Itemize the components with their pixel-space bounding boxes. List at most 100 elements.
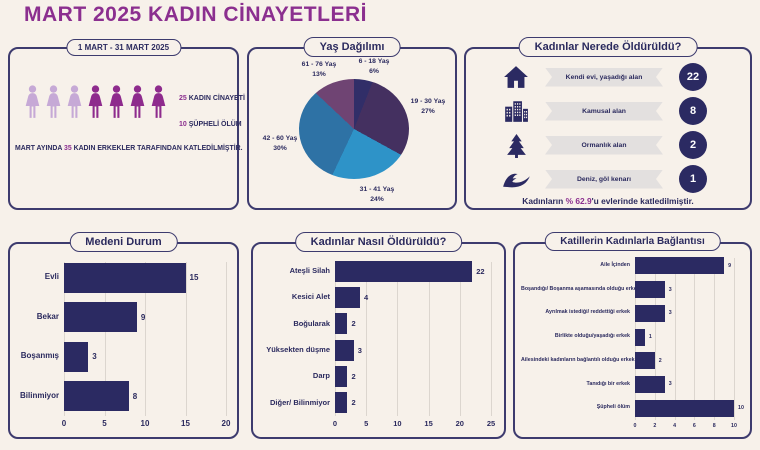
x-axis-tick: 20: [455, 419, 464, 428]
location-footnote-highlight: % 62.9: [565, 196, 592, 206]
category-label: Darp: [312, 371, 330, 381]
x-axis-tick: 2: [653, 423, 657, 429]
pie-label-text: 42 - 60 Yaş: [262, 135, 298, 142]
location-count-badge: 8: [679, 97, 707, 125]
bar: [335, 260, 473, 282]
x-axis: 0 5 10 15 20 25: [332, 418, 495, 430]
category-label: Birlikte olduğu/yaşadığı erkek: [554, 333, 630, 340]
location-panel: Kadınlar Nerede Öldürüldü? Kendi evi, ya…: [464, 37, 752, 210]
wave-icon: [500, 169, 532, 189]
method-panel-title-pill: Kadınlar Nasıl Öldürüldü?: [294, 232, 463, 252]
category-label: Aile İçinden: [600, 261, 630, 268]
bar: [635, 352, 655, 370]
bar-area: 3: [635, 278, 734, 302]
bar-value: 9: [140, 312, 146, 322]
pie-label-61-76: 61 - 76 Yaş 13%: [289, 60, 349, 80]
femicide-stat-label: KADIN CİNAYETİ: [188, 95, 245, 102]
chart-row: Aile İçinden 9: [521, 254, 734, 278]
gridline: [694, 258, 696, 420]
chart-row: Boğularak 2: [263, 311, 491, 337]
pie-label-pct: 24%: [370, 195, 384, 203]
bar-area: 3: [335, 337, 491, 363]
x-axis-tick: 5: [102, 419, 107, 428]
pie-label-pct: 13%: [312, 70, 326, 78]
category-label: Kesici Alet: [291, 292, 330, 302]
killer-panel-title: Katillerin Kadınlarla Bağlantısı: [560, 236, 705, 247]
killer-relation-panel: Katillerin Kadınlarla Bağlantısı Aile İç…: [513, 232, 752, 439]
location-rows: Kendi evi, yaşadığı alan 22 Kamusal alan 8 O…: [500, 60, 740, 196]
category-label: Diğer/ Bilinmiyor: [269, 397, 330, 407]
location-row: Ormanlık alan 2: [500, 128, 740, 162]
location-count-badge: 2: [679, 131, 707, 159]
bar-value: 2: [351, 398, 356, 408]
x-axis-tick: 25: [486, 419, 496, 428]
bar-value: 3: [668, 381, 672, 388]
woman-figure-icon: [88, 85, 103, 118]
pie-label-text: 6 - 18 Yaş: [358, 58, 390, 65]
category-label: Tanıdığı bir erkek: [586, 380, 630, 387]
bar-value: 4: [363, 292, 369, 302]
woman-figure-icon: [46, 85, 61, 118]
location-row: Deniz, göl kenarı 1: [500, 162, 740, 196]
pie-label-6-18: 6 - 18 Yaş 6%: [344, 57, 404, 77]
bar: [64, 381, 129, 412]
chart-row: Birlikte olduğu/yaşadığı erkek 1: [521, 325, 734, 349]
age-pie-chart: [299, 79, 409, 179]
bar-area: 2: [335, 311, 491, 337]
pie-label-31-41: 31 - 41 Yaş 24%: [347, 185, 407, 205]
category-label: Bilinmiyor: [20, 390, 60, 400]
summary-note-prefix: MART AYINDA: [15, 145, 65, 152]
bar-value: 2: [351, 319, 356, 329]
x-axis-tick: 15: [181, 419, 190, 428]
category-label: Ailesindeki kadınların bağlantılı olduğu…: [521, 356, 635, 363]
bar: [635, 257, 725, 275]
bar-area: 1: [635, 325, 734, 349]
pie-label-pct: 30%: [273, 144, 287, 152]
location-row: Kendi evi, yaşadığı alan 22: [500, 60, 740, 94]
location-label-banner: Deniz, göl kenarı: [545, 170, 663, 189]
pie-label-19-30: 19 - 30 Yaş 27%: [399, 97, 457, 117]
marital-panel-title: Medeni Durum: [85, 236, 162, 248]
x-axis-tick: 6: [692, 423, 696, 429]
woman-figure-icon: [109, 85, 124, 118]
chart-row: Ateşli Silah 22: [263, 258, 491, 284]
x-axis-tick: 0: [633, 423, 637, 429]
gridline: [714, 258, 716, 420]
bar-area: 3: [635, 373, 734, 397]
bar: [64, 341, 89, 372]
page-title: MART 2025 KADIN CİNAYETLERİ: [24, 3, 367, 26]
x-axis-tick: 0: [332, 419, 338, 428]
marital-status-panel: Medeni Durum Evli 15 Bekar 9 Boşanmış 3 Bilinm…: [8, 232, 239, 439]
gridline: [366, 262, 368, 416]
location-label-banner: Ormanlık alan: [545, 136, 663, 155]
bar-value: 3: [357, 345, 362, 355]
pine-tree-icon: [500, 133, 532, 158]
category-label: Ateşli Silah: [289, 266, 330, 276]
chart-gridlines: [335, 262, 492, 416]
bar-value: 2: [658, 357, 662, 364]
summary-note-highlight: 35: [64, 145, 72, 152]
gridline: [226, 262, 227, 416]
chart-row: Yüksekten düşme 3: [263, 337, 491, 363]
x-axis-tick: 5: [364, 419, 369, 428]
x-axis-tick: 10: [393, 419, 402, 428]
bar-area: 2: [635, 349, 734, 373]
category-label: Boşandığı/ Boşanma aşamasında olduğu erk…: [521, 285, 640, 292]
bar-area: 3: [64, 337, 226, 377]
method-panel: Kadınlar Nasıl Öldürüldü? Ateşli Silah 22…: [251, 232, 506, 439]
chart-row: Diğer/ Bilinmiyor 2: [263, 390, 491, 416]
killer-panel-title-pill: Katillerin Kadınlarla Bağlantısı: [544, 232, 721, 251]
suspicious-death-stat: 10 ŞÜPHELİ ÖLÜM: [179, 121, 242, 128]
gridline: [335, 262, 336, 416]
x-axis-tick: 4: [673, 423, 677, 429]
gridline: [185, 262, 187, 416]
bar-value: 8: [132, 391, 138, 401]
marital-panel-title-pill: Medeni Durum: [69, 232, 178, 252]
chart-row: Bekar 9: [20, 298, 226, 338]
bar: [635, 281, 665, 299]
location-footnote-suffix: 'u evlerinde katledilmiştir.: [591, 196, 694, 206]
chart-row: Tanıdığı bir erkek 3: [521, 373, 734, 397]
bar: [64, 262, 186, 293]
x-axis-tick: 10: [731, 423, 737, 429]
